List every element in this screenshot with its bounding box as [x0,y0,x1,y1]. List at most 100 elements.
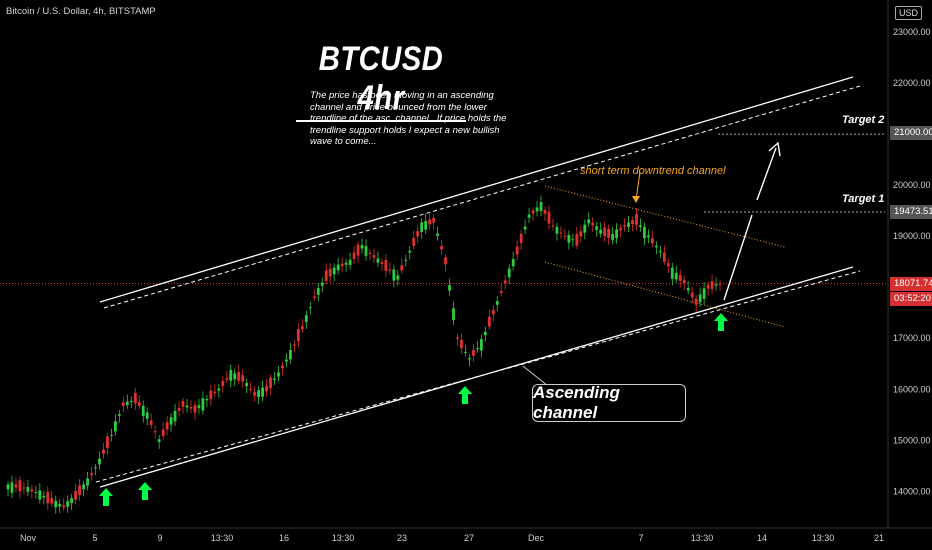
candle-body [213,391,217,394]
candle-body [448,285,451,291]
chart-title: BTCUSD 4hr [318,40,444,117]
candle-body [503,280,507,284]
candle-body [475,348,479,350]
candle-body [523,226,527,230]
candle-body [90,473,93,476]
candle-body [440,245,443,250]
candle-body [145,412,149,419]
title-underline [296,120,466,122]
target-2-price-tag: 21000.00 [890,126,932,140]
target-1-price-tag: 19473.51 [890,205,932,219]
candle-body [452,308,455,321]
candle-body [615,229,618,239]
current-price-tag: 18071.74 [890,277,932,291]
callout-pointer [522,365,549,387]
candle-body [662,252,666,262]
candle-body [50,498,54,504]
candle-body [360,245,364,249]
candle-body [611,233,615,240]
downtrend-pointer [635,171,641,201]
projection-line-1 [723,214,753,301]
candle-body [559,232,563,234]
candle-body [563,235,567,237]
candle-body [189,406,193,409]
candle-body [416,231,420,237]
candle-body [141,405,145,417]
candle-body [595,226,599,230]
candle-body [428,219,432,225]
candle-body [110,434,113,436]
candle-body [281,365,284,369]
x-tick-label: 13:30 [211,533,234,543]
y-tick-label: 23000.00 [893,27,931,37]
countdown-tag: 03:52:20 [890,292,932,306]
candle-body [678,274,682,281]
candle-body [651,238,654,244]
candle-body [658,251,662,253]
candle-body [479,338,483,351]
candle-body [26,486,30,492]
y-tick-label: 20000.00 [893,180,931,190]
candle-body [531,210,535,214]
candle-body [106,436,109,449]
candle-body [149,420,153,426]
candle-body [316,288,320,295]
downtrend-channel-label: short term downtrend channel [580,165,726,177]
currency-button[interactable]: USD [894,6,922,20]
candle-body [694,298,698,305]
candle-body [372,255,376,258]
candle-body [647,235,650,238]
candle-body [34,492,38,494]
candle-body [400,265,404,271]
channel-upper-dashed [103,85,861,309]
candle-body [344,262,348,265]
ascending-channel-callout: Ascending channel [532,383,686,422]
x-tick-label: 5 [92,533,97,543]
candle-body [18,480,22,492]
candle-body [710,281,714,289]
candle-body [205,399,209,401]
candle-body [571,239,575,241]
channel-upper-line [99,76,854,303]
candle-body [404,259,408,261]
projection-arrowhead [768,141,781,157]
candle-body [587,219,591,224]
candle-body [277,372,280,377]
x-tick-label: Nov [20,533,37,543]
candle-body [340,263,344,267]
x-tick-label: Dec [528,533,545,543]
candle-body [627,222,630,227]
candle-body [289,349,292,360]
candle-body [320,282,324,286]
candle-body [384,259,388,271]
downtrend-lower-line [544,261,786,328]
candle-body [304,315,308,323]
y-tick-label: 19000.00 [893,231,931,241]
candle-body [58,504,62,507]
candle-body [253,392,257,396]
candle-body [635,214,638,225]
candle-body [643,226,646,239]
candle-body [376,258,380,263]
candle-body [527,214,531,218]
candle-body [670,267,674,279]
candle-body [495,301,499,305]
y-tick-label: 14000.00 [893,486,931,496]
x-tick-label: 14 [757,533,767,543]
candle-body [241,375,245,382]
candle-body [396,275,400,280]
candle-body [690,292,694,298]
candle-body [249,388,253,390]
candle-body [686,287,690,291]
candle-body [94,467,97,469]
candle-body [269,377,272,389]
candle-body [173,410,177,422]
candle-body [591,222,595,226]
candle-body [114,421,117,432]
candle-body [543,209,547,214]
candle-body [177,407,181,411]
candle-body [78,485,81,495]
candle-body [125,401,129,406]
candle-body [86,478,89,486]
